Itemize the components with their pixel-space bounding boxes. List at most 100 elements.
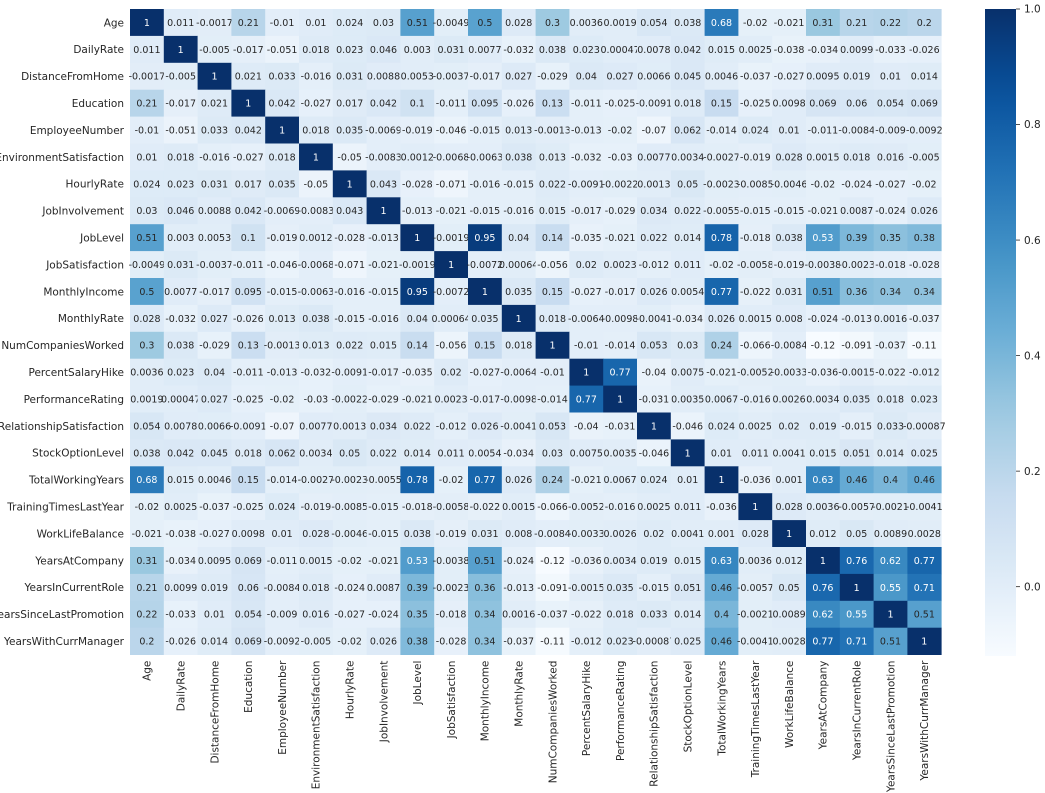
heatmap-cell: [468, 304, 503, 333]
heatmap-cell: [434, 573, 469, 602]
heatmap-cell: [265, 573, 300, 602]
cell-value-label: 0.0099: [840, 45, 873, 56]
cell-value-label: 0.0028: [908, 529, 941, 540]
heatmap-cell: [468, 143, 503, 171]
cell-value-label: 0.011: [674, 502, 701, 513]
cell-value-label: -0.0037: [196, 260, 233, 271]
cell-value-label: -0.021: [368, 260, 399, 271]
heatmap-cell: [839, 520, 874, 548]
heatmap-cell: [501, 278, 536, 306]
cell-value-label: -0.0027: [298, 475, 335, 486]
cell-value-label: 0.02: [576, 260, 597, 271]
cell-value-label: -0.016: [199, 152, 230, 163]
heatmap-cell: [400, 9, 435, 37]
row-tick-label: PercentSalaryHike: [29, 367, 124, 379]
cell-value-label: 0.04: [407, 314, 428, 325]
heatmap-cell: [738, 600, 773, 629]
heatmap-cell: [535, 62, 570, 91]
heatmap-cell: [501, 412, 536, 440]
cell-value-label: 0.045: [674, 72, 701, 83]
cell-value-label: 0.0075: [570, 448, 603, 459]
heatmap-cell: [265, 89, 300, 117]
heatmap-cell: [806, 143, 841, 171]
cell-value-label: -0.016: [503, 206, 534, 217]
heatmap-cell: [569, 278, 604, 306]
cell-value-label: 0.027: [201, 314, 228, 325]
heatmap-cell: [772, 466, 807, 494]
cell-value-label: 0.038: [674, 18, 701, 29]
heatmap-cell: [873, 358, 908, 386]
heatmap-cell: [806, 627, 841, 655]
cell-value-label: 0.62: [880, 556, 901, 567]
heatmap-cell: [332, 358, 367, 386]
cell-value-label: 0.023: [606, 637, 633, 648]
heatmap-cell: [197, 331, 232, 360]
heatmap-cell: [197, 573, 232, 602]
heatmap-cell: [670, 331, 705, 360]
cell-value-label: 0.22: [136, 610, 157, 621]
heatmap-cell: [197, 116, 232, 144]
heatmap-cell: [299, 385, 334, 413]
cell-value-label: 0.026: [505, 475, 532, 486]
heatmap-cell: [163, 62, 198, 91]
colorbar-tick-label: 0.8: [1024, 119, 1041, 131]
heatmap-cell: [366, 143, 401, 171]
heatmap-cell: [130, 439, 165, 467]
cell-value-label: -0.0068: [298, 260, 335, 271]
heatmap-cell: [366, 62, 401, 91]
heatmap-cell: [839, 251, 874, 279]
cell-value-label: 0.01: [880, 72, 901, 83]
heatmap-cells: 1 0.011 -0.0017 0.21 -0.01 0.01 0.024 0.03 0.51-…: [129, 9, 946, 655]
heatmap-cell: [400, 170, 435, 198]
heatmap-cell: [873, 493, 908, 521]
cell-value-label: -0.07: [642, 125, 667, 136]
heatmap-cell: [670, 573, 705, 602]
cell-value-label: 0.22: [880, 18, 901, 29]
heatmap-cell: [332, 573, 367, 602]
cell-value-label: 0.39: [846, 233, 867, 244]
heatmap-cell: [738, 9, 773, 37]
heatmap-cell: [299, 89, 334, 117]
cell-value-label: 1: [854, 583, 860, 594]
cell-value-label: 0.018: [167, 152, 194, 163]
cell-value-label: -0.02: [709, 260, 734, 271]
cell-value-label: -0.019: [774, 260, 805, 271]
column-tick-label: DailyRate: [176, 661, 188, 712]
heatmap-cell: [332, 9, 367, 37]
cell-value-label: 0.0053: [198, 233, 231, 244]
heatmap-cell: [637, 547, 672, 575]
cell-value-label: 0.0054: [671, 287, 704, 298]
heatmap-cell: [163, 251, 198, 279]
heatmap-cell: [569, 627, 604, 655]
cell-value-label: -0.015: [334, 314, 365, 325]
heatmap-cell: [163, 278, 198, 306]
heatmap-cell: [130, 116, 165, 144]
cell-value-label: 0.63: [711, 556, 732, 567]
heatmap-cell: [670, 627, 705, 655]
heatmap-cell: [299, 9, 334, 37]
cell-value-label: -0.034: [503, 448, 534, 459]
cell-value-label: 0.035: [471, 314, 498, 325]
cell-value-label: 1: [144, 18, 150, 29]
cell-value-label: 0.95: [474, 233, 495, 244]
heatmap-cell: [907, 62, 942, 91]
cell-value-label: 0.051: [674, 583, 701, 594]
row-tick-label: MonthlyRate: [58, 313, 124, 325]
cell-value-label: -0.01: [540, 368, 565, 379]
heatmap-cell: [569, 89, 604, 117]
heatmap-cell: [603, 9, 638, 37]
heatmap-cell: [603, 116, 638, 144]
heatmap-cell: [907, 304, 942, 333]
cell-value-label: -0.0038: [433, 556, 470, 567]
cell-value-label: -0.038: [774, 45, 805, 56]
heatmap-cell: [265, 35, 300, 64]
column-labels: Age DailyRate DistanceFromHome Education Emp…: [142, 660, 931, 793]
heatmap-cell: [603, 89, 638, 117]
cell-value-label: 0.0077: [299, 421, 332, 432]
cell-value-label: 0.043: [336, 206, 363, 217]
cell-value-label: -0.0052: [737, 368, 774, 379]
cell-value-label: 0.21: [136, 583, 157, 594]
heatmap-cell: [907, 358, 942, 386]
cell-value-label: -0.021: [706, 368, 737, 379]
cell-value-label: 0.069: [809, 99, 836, 110]
